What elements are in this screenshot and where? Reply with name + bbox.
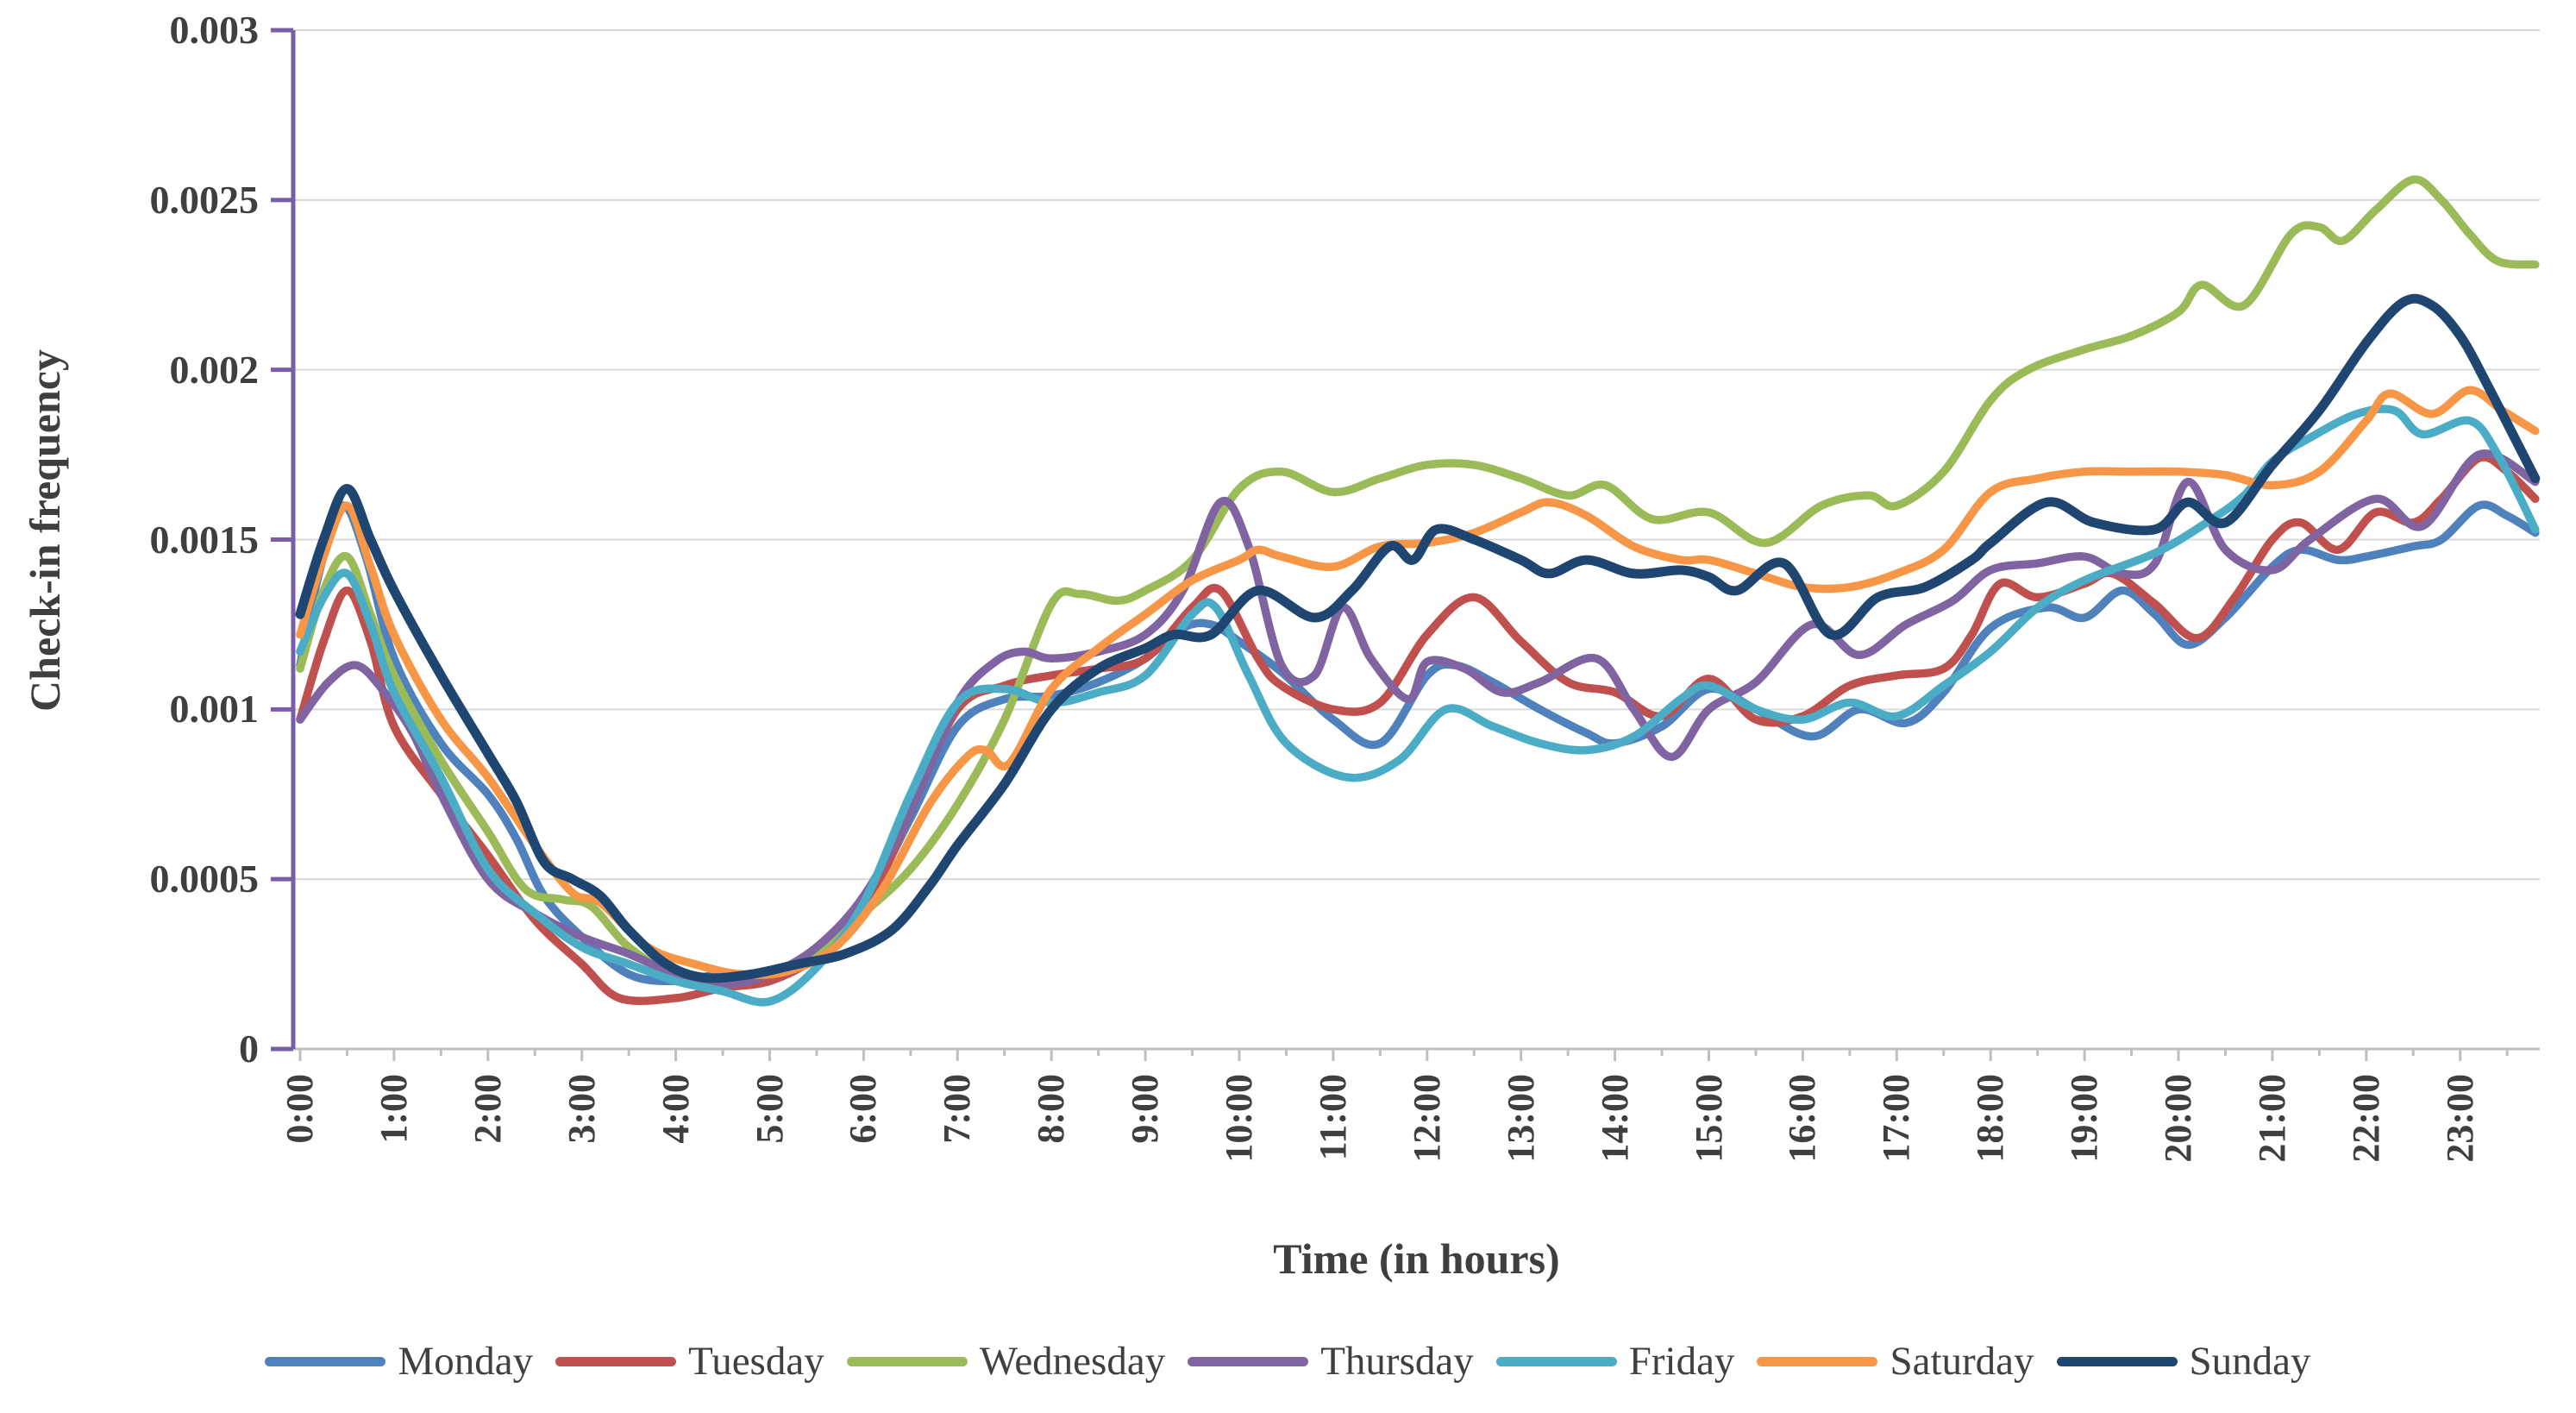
y-tick-label-0.002: 0.002 bbox=[169, 347, 260, 392]
x-tick-label-18:00: 18:00 bbox=[1969, 1074, 2012, 1163]
legend-label-thursday: Thursday bbox=[1320, 1339, 1474, 1384]
x-tick-label-22:00: 22:00 bbox=[2344, 1074, 2387, 1163]
series-line-monday bbox=[296, 500, 2540, 986]
y-axis-title: Check-in frequency bbox=[21, 349, 69, 712]
legend-label-wednesday: Wednesday bbox=[979, 1339, 1166, 1384]
legend-item-thursday: Thursday bbox=[1188, 1335, 1474, 1387]
legend-swatch-thursday bbox=[1188, 1356, 1309, 1366]
y-tick-label-0.0015: 0.0015 bbox=[149, 517, 260, 562]
legend-label-saturday: Saturday bbox=[1890, 1339, 2034, 1384]
x-tick-label-4:00: 4:00 bbox=[654, 1074, 697, 1144]
y-tick-label-0.0025: 0.0025 bbox=[149, 177, 260, 222]
x-tick-label-19:00: 19:00 bbox=[2063, 1074, 2106, 1163]
x-tick-label-0:00: 0:00 bbox=[279, 1074, 321, 1144]
legend-swatch-friday bbox=[1495, 1356, 1617, 1366]
x-tick-label-3:00: 3:00 bbox=[560, 1074, 603, 1144]
legend-label-sunday: Sunday bbox=[2189, 1339, 2311, 1384]
legend-swatch-sunday bbox=[2056, 1356, 2178, 1366]
y-tick-label-0: 0 bbox=[239, 1027, 259, 1071]
legend-swatch-wednesday bbox=[846, 1356, 968, 1366]
legend: Monday Tuesday Wednesday Thursday Friday Satu… bbox=[0, 1335, 2576, 1387]
x-tick-label-15:00: 15:00 bbox=[1687, 1074, 1730, 1163]
x-tick-label-6:00: 6:00 bbox=[842, 1074, 885, 1144]
legend-item-wednesday: Wednesday bbox=[846, 1335, 1166, 1387]
y-tick-label-0.001: 0.001 bbox=[169, 687, 260, 732]
x-tick-label-21:00: 21:00 bbox=[2250, 1074, 2293, 1163]
x-axis-title: Time (in hours) bbox=[1273, 1234, 1560, 1283]
y-tick-label-0.003: 0.003 bbox=[169, 8, 260, 52]
x-tick-label-11:00: 11:00 bbox=[1311, 1074, 1354, 1161]
x-tick-label-5:00: 5:00 bbox=[748, 1074, 791, 1144]
series-line-wednesday bbox=[296, 175, 2540, 983]
series-line-sunday bbox=[295, 293, 2541, 983]
legend-item-monday: Monday bbox=[265, 1335, 533, 1387]
legend-item-friday: Friday bbox=[1495, 1335, 1735, 1387]
x-tick-label-1:00: 1:00 bbox=[372, 1074, 415, 1144]
x-tick-label-7:00: 7:00 bbox=[936, 1074, 979, 1144]
legend-label-tuesday: Tuesday bbox=[688, 1339, 824, 1384]
x-tick-label-14:00: 14:00 bbox=[1593, 1074, 1636, 1163]
series-line-friday bbox=[296, 405, 2540, 1007]
x-tick-label-13:00: 13:00 bbox=[1499, 1074, 1542, 1163]
x-tick-label-8:00: 8:00 bbox=[1030, 1074, 1073, 1144]
series-line-thursday bbox=[296, 449, 2540, 989]
legend-swatch-tuesday bbox=[555, 1356, 677, 1366]
legend-item-tuesday: Tuesday bbox=[555, 1335, 824, 1387]
x-tick-label-10:00: 10:00 bbox=[1218, 1074, 1260, 1163]
legend-label-friday: Friday bbox=[1628, 1339, 1735, 1384]
series-line-tuesday bbox=[296, 453, 2540, 1006]
y-tick-label-0.0005: 0.0005 bbox=[149, 857, 260, 901]
x-tick-label-2:00: 2:00 bbox=[466, 1074, 509, 1144]
series-line-saturday bbox=[296, 386, 2540, 979]
legend-item-sunday: Sunday bbox=[2056, 1335, 2311, 1387]
x-tick-label-12:00: 12:00 bbox=[1405, 1074, 1448, 1163]
legend-item-saturday: Saturday bbox=[1757, 1335, 2034, 1387]
x-tick-label-9:00: 9:00 bbox=[1124, 1074, 1167, 1144]
legend-label-monday: Monday bbox=[398, 1339, 534, 1384]
x-tick-label-23:00: 23:00 bbox=[2438, 1074, 2481, 1163]
legend-swatch-monday bbox=[265, 1356, 386, 1366]
x-tick-label-17:00: 17:00 bbox=[1875, 1074, 1918, 1163]
legend-swatch-saturday bbox=[1757, 1356, 1878, 1366]
x-tick-label-16:00: 16:00 bbox=[1781, 1074, 1824, 1163]
x-tick-label-20:00: 20:00 bbox=[2157, 1074, 2199, 1163]
